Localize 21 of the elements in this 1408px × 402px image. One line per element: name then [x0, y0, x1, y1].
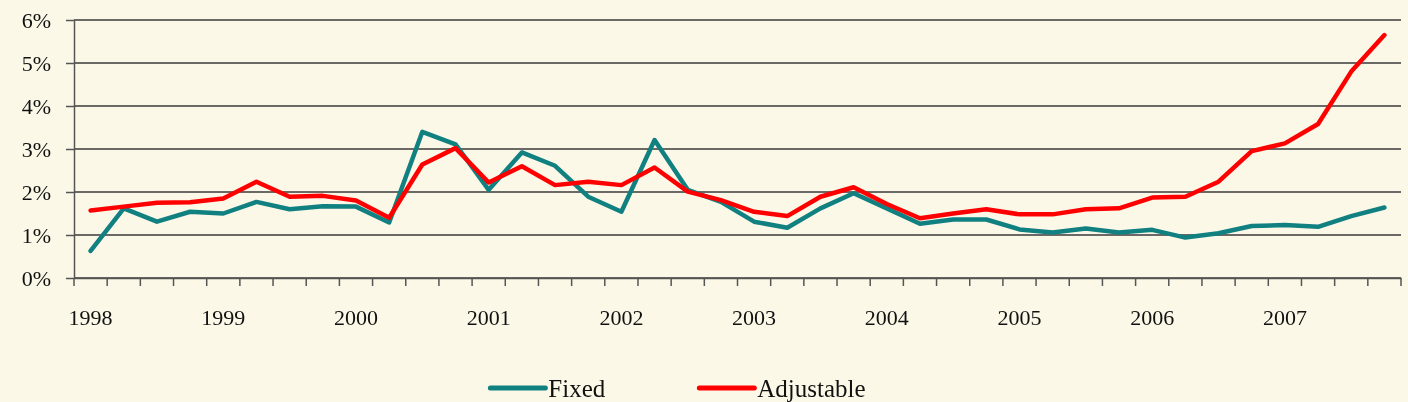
line-series — [88, 32, 1387, 221]
y-tick-label: 5% — [21, 50, 51, 76]
line-series — [88, 129, 1387, 254]
y-tick-label: 1% — [21, 222, 51, 248]
x-tick-label: 1999 — [201, 304, 246, 330]
y-tick-label: 3% — [21, 136, 51, 162]
x-tick-label: 2002 — [599, 304, 644, 330]
x-tick-label: 2005 — [997, 304, 1042, 330]
x-tick-label: 2004 — [864, 304, 909, 330]
x-tick-label: 2000 — [333, 304, 378, 330]
y-tick-label: 6% — [21, 7, 51, 33]
y-tick-label: 2% — [21, 179, 51, 205]
x-tick-label: 2006 — [1130, 304, 1175, 330]
x-tick-label: 2003 — [732, 304, 777, 330]
y-tick-label: 0% — [21, 265, 51, 291]
x-tick-label: 2007 — [1262, 304, 1307, 330]
x-tick-label: 2001 — [466, 304, 511, 330]
legend-label: Fixed — [548, 374, 606, 402]
y-tick-label: 4% — [21, 93, 51, 119]
legend-label: Adjustable — [757, 374, 866, 402]
x-tick-label: 1998 — [68, 304, 113, 330]
